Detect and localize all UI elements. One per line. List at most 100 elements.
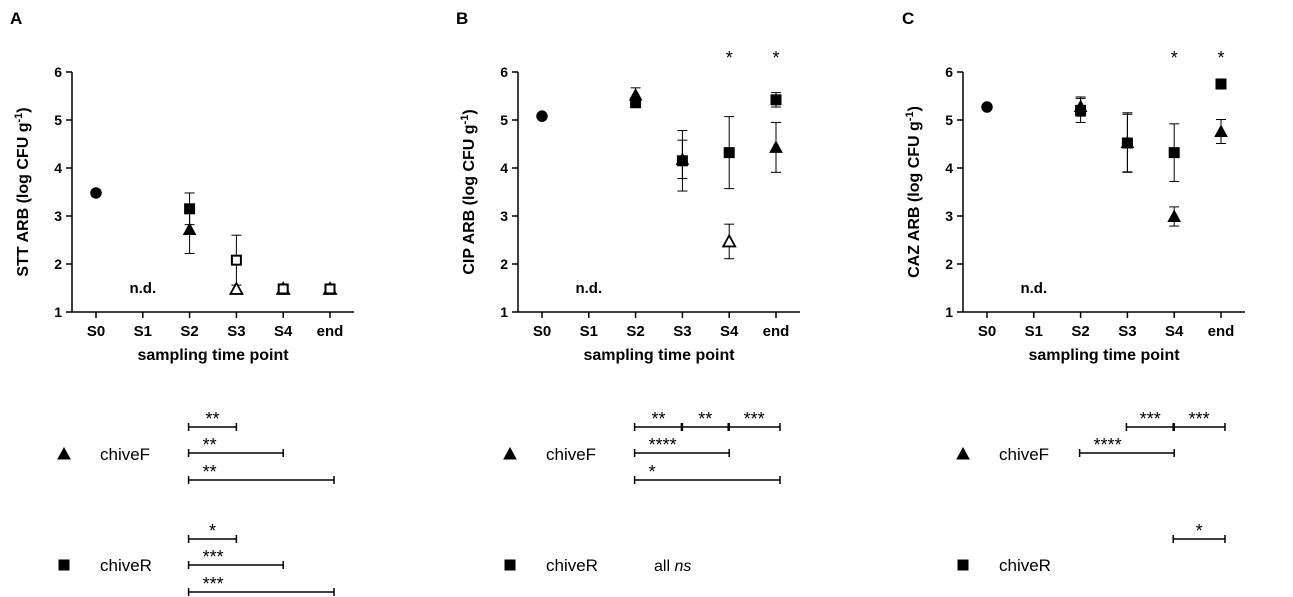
panel-label: B bbox=[456, 9, 468, 28]
triangle-legend-icon bbox=[503, 446, 517, 460]
significance-stars: * bbox=[649, 462, 656, 482]
x-tick-label: S1 bbox=[134, 323, 152, 340]
square-marker bbox=[324, 283, 336, 295]
significance-row-chiveF-panel-3: chiveF*** ******* bbox=[956, 409, 1226, 464]
legend-label: chiveF bbox=[999, 445, 1049, 464]
significance-stars: **** bbox=[1094, 435, 1122, 455]
significance-stars: ** bbox=[203, 462, 217, 482]
x-tick-label: S2 bbox=[180, 323, 198, 340]
x-axis-label: sampling time point bbox=[137, 347, 289, 364]
x-axis-label: sampling time point bbox=[583, 347, 735, 364]
significance-stars: *** bbox=[1140, 409, 1161, 429]
x-tick-label: S0 bbox=[87, 323, 105, 340]
y-tick-label: 2 bbox=[500, 256, 508, 272]
significance-stars: *** bbox=[203, 547, 224, 567]
y-tick-label: 3 bbox=[500, 208, 508, 224]
significance-star: * bbox=[726, 48, 733, 68]
square-marker bbox=[630, 97, 642, 109]
legend-label: chiveF bbox=[100, 445, 150, 464]
significance-stars: ** bbox=[651, 409, 665, 429]
significance-row-chiveR-panel-1: chiveR******* bbox=[58, 521, 335, 596]
legend-label: chiveR bbox=[546, 556, 598, 575]
x-tick-label: S3 bbox=[673, 323, 691, 340]
legend-label: chiveR bbox=[100, 556, 152, 575]
legend-label: chiveF bbox=[546, 445, 596, 464]
x-tick-label: end bbox=[1208, 323, 1235, 340]
triangle-marker bbox=[1167, 209, 1182, 222]
significance-star: * bbox=[1171, 48, 1178, 68]
triangle-legend-icon bbox=[956, 446, 970, 460]
square-marker bbox=[277, 283, 289, 295]
panel-a: A 1 2 3 4 5 6 S0 S1 S2 S3 S4 end sampling time point S… bbox=[10, 9, 354, 364]
y-tick-label: 1 bbox=[945, 304, 953, 320]
x-tick-label: S4 bbox=[274, 323, 293, 340]
significance-stars: *** bbox=[203, 574, 224, 594]
significance-star: * bbox=[1217, 48, 1224, 68]
significance-stars: ** bbox=[203, 435, 217, 455]
square-marker bbox=[770, 94, 782, 106]
note-text: all ns bbox=[654, 558, 691, 575]
y-tick-label: 4 bbox=[945, 160, 953, 176]
x-tick-label: S1 bbox=[580, 323, 598, 340]
significance-stars: ** bbox=[205, 409, 219, 429]
triangle-marker bbox=[228, 281, 244, 295]
x-tick-label: end bbox=[763, 323, 790, 340]
y-tick-label: 1 bbox=[500, 304, 508, 320]
significance-row-chiveR-panel-3: chiveR * bbox=[957, 521, 1226, 575]
significance-stars: * bbox=[209, 521, 216, 541]
x-tick-label: S4 bbox=[720, 323, 739, 340]
y-tick-label: 6 bbox=[500, 64, 508, 80]
x-tick-label: S3 bbox=[1118, 323, 1136, 340]
x-tick-label: S4 bbox=[1165, 323, 1184, 340]
circle-marker bbox=[90, 187, 102, 199]
y-tick-label: 5 bbox=[500, 112, 508, 128]
square-marker bbox=[184, 203, 196, 215]
panel-c: C 1 2 3 4 5 6 S0 S1 S2 S3 S4 end sampling time point C… bbox=[902, 9, 1245, 364]
y-tick-label: 2 bbox=[945, 256, 953, 272]
significance-stars: **** bbox=[649, 435, 677, 455]
y-tick-label: 1 bbox=[54, 304, 62, 320]
square-marker bbox=[1215, 78, 1227, 90]
x-axis-label: sampling time point bbox=[1028, 347, 1180, 364]
x-tick-label: S1 bbox=[1025, 323, 1043, 340]
x-tick-label: end bbox=[317, 323, 344, 340]
y-axis-label: STT ARB (log CFU g-1) bbox=[13, 107, 32, 276]
triangle-marker bbox=[1214, 124, 1228, 138]
panel-label: A bbox=[10, 9, 22, 28]
significance-star: * bbox=[772, 48, 779, 68]
annotation-nd: n.d. bbox=[129, 280, 156, 297]
y-tick-label: 2 bbox=[54, 256, 62, 272]
triangle-marker bbox=[721, 233, 737, 248]
panel-label: C bbox=[902, 9, 914, 28]
significance-stars: *** bbox=[1189, 409, 1210, 429]
square-marker bbox=[723, 147, 735, 159]
significance-stars: ** bbox=[698, 409, 712, 429]
square-legend-icon bbox=[504, 559, 516, 571]
annotation-nd: n.d. bbox=[575, 280, 602, 297]
x-tick-label: S3 bbox=[227, 323, 245, 340]
y-tick-label: 6 bbox=[945, 64, 953, 80]
square-legend-icon bbox=[58, 559, 70, 571]
circle-marker bbox=[536, 110, 548, 122]
significance-row-chiveR-panel-2: chiveR all ns bbox=[504, 556, 691, 575]
panel-b: B 1 2 3 4 5 6 S0 S1 S2 S3 S4 end sampling time point C… bbox=[456, 9, 800, 364]
y-tick-label: 3 bbox=[54, 208, 62, 224]
y-tick-label: 4 bbox=[500, 160, 508, 176]
square-legend-icon bbox=[957, 559, 969, 571]
x-tick-label: S2 bbox=[626, 323, 644, 340]
circle-marker bbox=[981, 101, 993, 113]
square-marker bbox=[1075, 104, 1087, 116]
y-tick-label: 5 bbox=[54, 112, 62, 128]
triangle-marker bbox=[182, 222, 197, 235]
significance-row-chiveF-panel-1: chiveF ** ** ** bbox=[57, 409, 335, 484]
square-marker bbox=[676, 155, 688, 167]
significance-row-chiveF-panel-2: chiveF** ** ******** bbox=[503, 409, 781, 484]
square-marker bbox=[1121, 137, 1133, 149]
x-tick-label: S0 bbox=[533, 323, 551, 340]
triangle-marker bbox=[769, 140, 783, 153]
y-tick-label: 6 bbox=[54, 64, 62, 80]
significance-stars: * bbox=[1196, 521, 1203, 541]
annotation-nd: n.d. bbox=[1020, 280, 1047, 297]
x-tick-label: S2 bbox=[1071, 323, 1089, 340]
